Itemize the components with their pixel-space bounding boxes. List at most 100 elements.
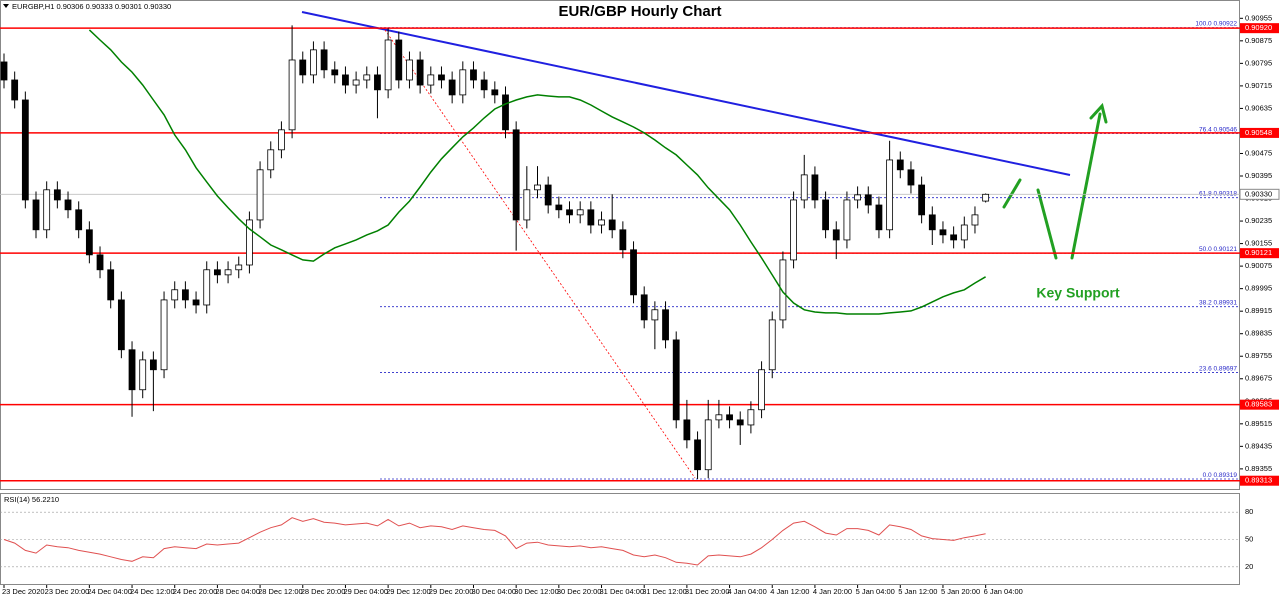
level-label: 0.90548 [1245,128,1272,137]
candle-body [555,204,563,211]
header: EURGBP,H1 0.90306 0.90333 0.90301 0.9033… [12,2,171,11]
candle-body [235,264,243,271]
candle-body [416,59,424,86]
candle-body [352,79,360,86]
fib-label: 100.0 0.90922 [1195,20,1237,27]
level-tag [1240,23,1279,34]
arrow-segment [1070,112,1102,260]
candle-body [534,184,541,191]
fib-anchor-line [384,29,696,479]
candle-body [928,214,936,231]
fib-label: 61.8 0.90318 [1199,190,1237,197]
candle-body [160,299,168,371]
arrow-head [1089,102,1108,124]
level-label: 0.90920 [1245,23,1272,32]
fib-price: 0.90546 [1214,126,1238,133]
y-tick-label: 0.90235 [1245,216,1272,225]
candle-body [75,209,83,231]
candle-body [480,79,488,91]
candle-body [0,61,8,81]
y-tick-label: 0.90715 [1245,81,1272,90]
candle-body [566,209,573,216]
candle-body [982,193,990,202]
candle-body [640,294,648,321]
candle-body [758,369,765,411]
x-tick-label: 29 Dec 04:00 [343,587,388,596]
level-tag [1240,399,1279,410]
fib-ratio: 100.0 [1195,20,1212,27]
candle-body [619,229,627,251]
candle-body [854,194,861,201]
candle-body [32,199,40,231]
candle-body [704,419,712,471]
x-tick-label: 4 Jan 04:00 [728,587,767,596]
y-tick-label: 0.90155 [1245,239,1272,248]
candle-body [64,199,72,211]
level-tag [1240,475,1279,486]
y-tick-label: 0.90875 [1245,36,1272,45]
rsi-tick-label: 20 [1245,562,1253,571]
candle-body [896,159,904,171]
candle-body [107,269,115,301]
projection-arrows [1002,102,1108,260]
rsi-panel [0,493,1240,585]
candle-body [149,359,157,371]
candle-body [310,49,317,76]
fib-ratio: 76.4 [1199,126,1212,133]
candle-body [256,169,264,221]
y-tick-label: 0.89355 [1245,464,1272,473]
candle-body [438,74,445,81]
candle-body [576,209,584,216]
candle-body [288,59,296,131]
candle-body [342,74,349,86]
candle-body [171,289,179,301]
level-label: 0.90121 [1245,248,1272,257]
arrow-segment [1036,188,1058,260]
x-tick-label: 23 Dec 20:00 [45,587,90,596]
trend-line [301,11,1071,176]
x-tick-label: 30 Dec 04:00 [471,587,516,596]
y-tick-label: 0.90075 [1245,261,1272,270]
candle-body [491,89,499,96]
candle-body [128,349,136,391]
y-tick-label: 0.89995 [1245,284,1272,293]
candle-body [907,169,915,186]
menu-triangle [3,4,9,8]
x-tick-label: 4 Jan 20:00 [813,587,852,596]
candle-body [651,309,659,321]
fib-label: 76.4 0.90546 [1199,126,1237,133]
x-tick-label: 24 Dec 04:00 [87,587,132,596]
candle-body [406,59,413,81]
candle-body [427,74,435,86]
candle-body [800,174,808,201]
candle-body [448,79,456,96]
candle-body [918,184,926,216]
x-tick-label: 4 Jan 12:00 [770,587,809,596]
arrow-segment [1002,178,1022,209]
x-tick-label: 24 Dec 20:00 [173,587,218,596]
candle-body [192,299,200,306]
candle-body [278,129,285,151]
candle-body [822,199,829,231]
candle-body [715,414,723,421]
y-tick-label: 0.90475 [1245,148,1272,157]
candle-body [502,94,509,131]
fib-price: 0.90318 [1214,190,1238,197]
candle-body [939,229,947,236]
rsi-tick-label: 80 [1245,507,1253,516]
x-tick-label: 6 Jan 04:00 [984,587,1023,596]
candle-body [395,39,403,81]
candle-body [875,204,883,231]
candle-body [683,419,691,441]
y-tick-label: 0.90395 [1245,171,1272,180]
candle-body [960,224,968,241]
fib-ratio: 23.6 [1199,365,1212,372]
x-tick-label: 29 Dec 20:00 [429,587,474,596]
candle-body [672,339,680,421]
current-price-label: 0.90330 [1245,189,1272,198]
candle-body [779,259,787,321]
y-tick-label: 0.89515 [1245,419,1272,428]
x-tick-label: 5 Jan 12:00 [898,587,937,596]
candle-body [470,69,477,81]
